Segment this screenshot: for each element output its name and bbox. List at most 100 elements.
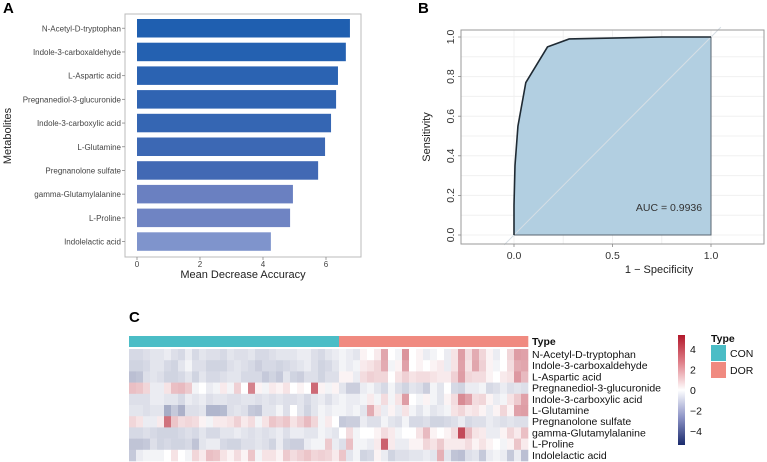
heatmap-cell <box>430 438 438 451</box>
heatmap-cell <box>353 427 361 439</box>
heatmap-cell <box>143 382 151 395</box>
heatmap-cell <box>409 438 417 451</box>
heatmap-cell <box>220 438 228 451</box>
heatmap-cell <box>136 382 144 395</box>
heatmap-cell <box>479 382 487 395</box>
heatmap-cell <box>220 349 228 361</box>
heatmap-cell <box>507 349 515 361</box>
heatmap-cell <box>500 382 508 395</box>
heatmap-cell <box>430 405 438 417</box>
heatmap-cell <box>185 416 193 428</box>
category-label: Pregnanolone sulfate <box>45 166 121 175</box>
heatmap-cell <box>220 405 228 417</box>
heatmap-cell <box>248 360 256 372</box>
heatmap-cell <box>171 438 179 451</box>
heatmap-cell <box>150 371 158 383</box>
heatmap-cell <box>346 360 354 372</box>
heatmap-cell <box>388 382 396 395</box>
heatmap-cell <box>521 393 529 406</box>
heatmap-cell <box>395 449 403 462</box>
heatmap-cell <box>444 416 452 428</box>
heatmap-cell <box>157 393 165 406</box>
heatmap-cell <box>150 382 158 395</box>
heatmap-cell <box>185 449 193 462</box>
category-label: gamma-Glutamylalanine <box>34 190 121 199</box>
heatmap-cell <box>199 405 207 417</box>
bar <box>137 113 332 133</box>
heatmap-cell <box>129 438 137 451</box>
heatmap-cell <box>360 393 368 406</box>
heatmap-cell <box>220 416 228 428</box>
annotation-segment-con <box>129 336 340 347</box>
heatmap-cell <box>290 405 298 417</box>
heatmap-cell <box>416 371 424 383</box>
heatmap-cell <box>465 393 473 406</box>
heatmap-cell <box>164 427 172 439</box>
heatmap-cell <box>129 393 137 406</box>
heatmap-cell <box>360 405 368 417</box>
heatmap-cell <box>129 416 137 428</box>
heatmap-cell <box>262 449 270 462</box>
heatmap-cell <box>157 449 165 462</box>
heatmap-cell <box>227 382 235 395</box>
heatmap-cell <box>514 405 522 417</box>
colorbar-tick-label: 0 <box>690 385 696 397</box>
heatmap-cell <box>486 449 494 462</box>
heatmap-cell <box>388 393 396 406</box>
heatmap-cell <box>521 416 529 428</box>
heatmap-cell <box>290 393 298 406</box>
heatmap-cell <box>178 360 186 372</box>
heatmap-cell <box>136 371 144 383</box>
heatmap-cell <box>437 449 445 462</box>
heatmap-cell <box>437 438 445 451</box>
bar <box>137 90 337 109</box>
category-label: L-Proline <box>89 214 122 223</box>
heatmap-cell <box>521 438 529 451</box>
heatmap-cell <box>332 393 340 406</box>
heatmap-cell <box>325 371 333 383</box>
heatmap-cell <box>178 449 186 462</box>
heatmap-cell <box>297 405 305 417</box>
category-label: N-Acetyl-D-tryptophan <box>42 24 121 33</box>
bars-a <box>137 19 350 251</box>
heatmap-cell <box>220 393 228 406</box>
panel-label-c: C <box>129 309 140 326</box>
heatmap-cell <box>297 393 305 406</box>
heatmap-cell <box>164 382 172 395</box>
heatmap-cell <box>318 371 326 383</box>
heatmap-cell <box>346 349 354 361</box>
heatmap-cell <box>262 416 270 428</box>
heatmap-cell <box>339 371 347 383</box>
heatmap-cell <box>458 382 466 395</box>
heatmap-cell <box>388 449 396 462</box>
heatmap-cell <box>150 438 158 451</box>
x-tick-label: 6 <box>324 260 329 269</box>
heatmap-cell <box>185 360 193 372</box>
heatmap-cell <box>171 449 179 462</box>
category-labels-a: N-Acetyl-D-tryptophan Indole-3-carboxalde… <box>23 24 125 247</box>
heatmap-cell <box>444 405 452 417</box>
heatmap-cell <box>276 449 284 462</box>
heatmap-cell <box>150 349 158 361</box>
heatmap-cell <box>171 393 179 406</box>
heatmap-cell <box>143 438 151 451</box>
heatmap-cell <box>129 371 137 383</box>
heatmap-cell <box>213 371 221 383</box>
heatmap-cell <box>395 438 403 451</box>
heatmap-cell <box>227 360 235 372</box>
heatmap-cell <box>395 349 403 361</box>
heatmap-cell <box>192 416 200 428</box>
heatmap-cell <box>353 349 361 361</box>
heatmap-cell <box>430 427 438 439</box>
heatmap-cell <box>311 393 319 406</box>
heatmap-cell <box>353 371 361 383</box>
panel-label-b: B <box>418 0 429 17</box>
auc-annotation: AUC = 0.9936 <box>636 202 702 214</box>
heatmap-cell <box>500 416 508 428</box>
heatmap-cell <box>325 393 333 406</box>
heatmap-cell <box>241 449 249 462</box>
heatmap-cell <box>178 405 186 417</box>
heatmap-cell <box>255 360 263 372</box>
heatmap-cell <box>234 427 242 439</box>
heatmap-cell <box>150 405 158 417</box>
